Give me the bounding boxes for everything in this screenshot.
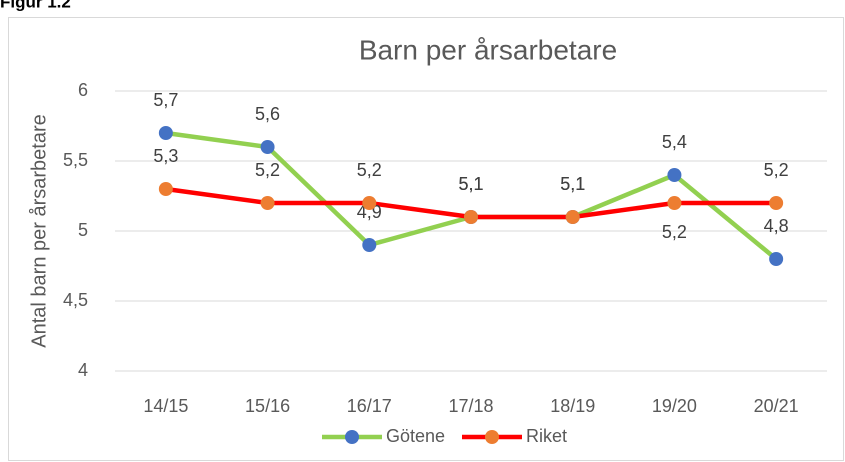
legend-label: Riket: [526, 426, 567, 446]
data-point: [667, 196, 682, 210]
y-tick-label: 4,5: [63, 290, 88, 310]
x-tick-label: 15/16: [245, 396, 290, 416]
chart-title: Barn per årsarbetare: [359, 34, 617, 65]
data-label: 5,1: [458, 174, 483, 194]
data-label: 4,8: [764, 216, 789, 236]
legend-marker: [485, 430, 499, 444]
y-tick-label: 4: [78, 360, 88, 380]
data-label: 5,2: [764, 160, 789, 180]
data-point: [769, 252, 784, 266]
data-label: 5,4: [662, 132, 687, 152]
figure-caption: Figur 1.2: [0, 0, 71, 11]
x-tick-label: 18/19: [550, 396, 595, 416]
data-label: 5,1: [560, 174, 585, 194]
data-label: 4,9: [357, 202, 382, 222]
y-tick-label: 5: [78, 220, 88, 240]
data-point: [464, 210, 478, 224]
data-label: 5,2: [255, 160, 280, 180]
x-tick-label: 16/17: [347, 396, 392, 416]
data-point: [260, 196, 275, 210]
data-label: 5,1: [560, 174, 585, 194]
y-tick-label: 6: [78, 80, 88, 100]
data-label: 5,1: [458, 174, 483, 194]
data-label: 5,7: [153, 90, 178, 110]
data-label: 5,2: [662, 222, 687, 242]
data-point: [565, 210, 580, 224]
data-point: [667, 168, 682, 182]
x-tick-label: 14/15: [143, 396, 188, 416]
x-tick-label: 20/21: [754, 396, 799, 416]
x-tick-label: 19/20: [652, 396, 697, 416]
data-point: [260, 140, 275, 154]
data-point: [362, 196, 377, 210]
data-point: [158, 182, 173, 196]
legend-marker: [345, 430, 359, 444]
chart-border: [8, 17, 844, 461]
data-label: 5,2: [357, 160, 382, 180]
data-point: [769, 196, 784, 210]
y-axis-label: Antal barn per årsarbetare: [28, 114, 50, 347]
data-point: [362, 238, 377, 252]
data-label: 5,6: [255, 104, 280, 124]
legend-label: Götene: [386, 426, 445, 446]
x-tick-label: 17/18: [448, 396, 493, 416]
data-point: [158, 126, 173, 140]
data-label: 5,3: [153, 146, 178, 166]
y-tick-label: 5,5: [63, 150, 88, 170]
